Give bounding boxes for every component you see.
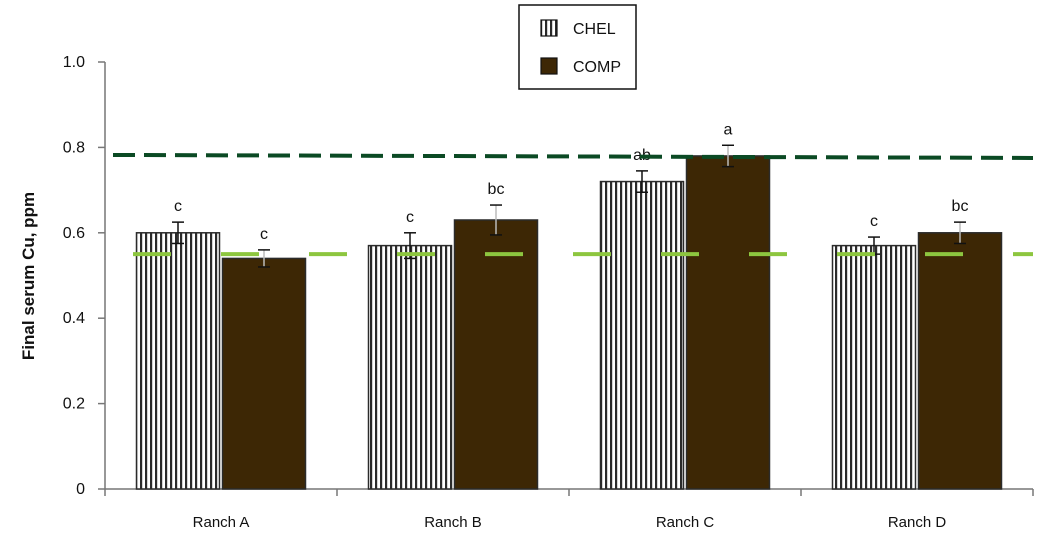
plot-area: 0 0.2 0.4 0.6 0.8 1.0 Ranch A Ranch B Ranch C Ran… <box>63 54 1034 531</box>
legend-swatch-comp <box>540 57 558 75</box>
legend-label-chel: CHEL <box>573 21 616 38</box>
significance-label: a <box>724 121 733 138</box>
bar-chel <box>599 180 685 490</box>
x-category-label: Ranch C <box>656 514 715 531</box>
y-tick-label: 0 <box>76 481 85 498</box>
significance-label: c <box>406 209 414 226</box>
y-tick-label: 0.4 <box>63 310 85 327</box>
significance-label: c <box>260 226 268 243</box>
bar-chel <box>367 244 453 490</box>
significance-label: bc <box>952 198 969 215</box>
legend: CHEL COMP <box>518 4 637 90</box>
reference-line <box>112 152 1034 160</box>
x-category-label: Ranch A <box>193 514 250 531</box>
bar-comp <box>917 232 1003 490</box>
legend-label-comp: COMP <box>573 59 621 76</box>
y-tick-label: 0.2 <box>63 396 85 413</box>
bar-comp <box>685 155 771 490</box>
bar-comp <box>453 219 539 490</box>
bar-comp <box>221 257 307 490</box>
x-category-label: Ranch B <box>424 514 482 531</box>
bar-chel <box>135 232 221 490</box>
y-axis-title: Final serum Cu, ppm <box>19 192 38 360</box>
significance-label: c <box>174 198 182 215</box>
legend-box <box>518 4 637 90</box>
y-tick-label: 1.0 <box>63 54 85 71</box>
y-tick-label: 0.6 <box>63 225 85 242</box>
x-category-label: Ranch D <box>888 514 947 531</box>
legend-swatch-chel <box>540 19 558 37</box>
bar-chel <box>831 244 917 490</box>
y-tick-label: 0.8 <box>63 139 85 156</box>
significance-label: c <box>870 213 878 230</box>
significance-label: bc <box>488 181 505 198</box>
